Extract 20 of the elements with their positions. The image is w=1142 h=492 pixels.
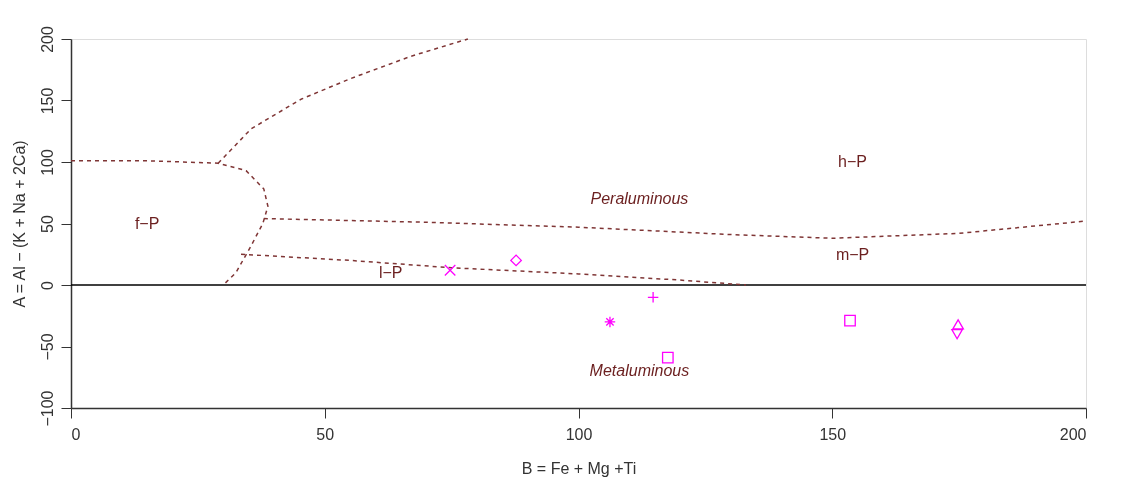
y-tick-label: 100 <box>38 149 56 176</box>
x-axis-title: B = Fe + Mg +Ti <box>521 459 637 477</box>
annotation: h−P <box>838 153 868 170</box>
y-tick-label: −100 <box>38 390 56 427</box>
annotation: Metaluminous <box>589 362 690 380</box>
y-tick-label: 200 <box>38 26 56 53</box>
y-tick-label: 50 <box>38 215 56 233</box>
x-tick-label: 50 <box>316 425 335 443</box>
x-tick-label: 200 <box>1059 425 1087 443</box>
y-tick-label: 150 <box>38 87 56 115</box>
x-tick-label: 100 <box>565 425 593 443</box>
y-tick-label: 0 <box>38 280 56 290</box>
annotation: m−P <box>835 246 870 264</box>
y-tick-label: −50 <box>38 333 56 361</box>
annotation: f−P <box>134 214 160 232</box>
x-tick-label: 0 <box>71 425 81 443</box>
y-axis-title: A = Al − (K + Na + 2Ca) <box>10 140 28 308</box>
annotation: Peraluminous <box>590 189 689 207</box>
x-tick-label: 150 <box>819 425 847 443</box>
annotation: l−P <box>378 263 403 281</box>
